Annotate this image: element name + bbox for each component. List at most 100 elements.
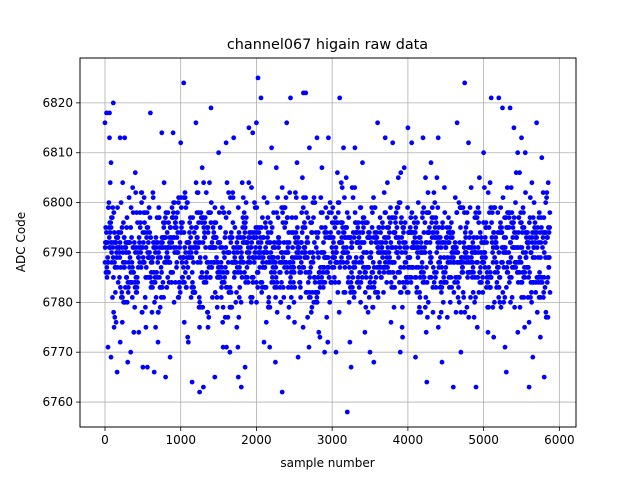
data-point: [330, 235, 336, 240]
data-point-outlier: [255, 75, 261, 81]
data-point: [303, 250, 308, 255]
data-point: [413, 225, 419, 230]
data-point-outlier: [413, 354, 418, 360]
data-point: [419, 260, 425, 265]
data-point: [266, 299, 271, 305]
data-point: [339, 240, 345, 245]
data-point: [228, 230, 234, 235]
data-point: [161, 180, 167, 186]
data-point: [202, 235, 208, 240]
data-point: [319, 275, 325, 280]
data-point: [196, 295, 202, 300]
data-point: [514, 235, 519, 240]
data-point: [359, 260, 365, 265]
data-point: [191, 285, 197, 290]
data-point: [260, 260, 265, 265]
data-point: [245, 240, 251, 245]
data-point-outlier: [503, 369, 509, 375]
data-point: [474, 235, 480, 240]
data-point: [455, 280, 460, 285]
data-point: [256, 230, 262, 235]
data-point: [127, 255, 133, 260]
data-point: [228, 290, 234, 295]
data-point: [529, 299, 534, 305]
data-point: [159, 270, 165, 275]
data-point: [330, 205, 336, 211]
data-point: [534, 309, 540, 315]
data-point: [155, 260, 161, 265]
data-point: [239, 255, 245, 260]
data-point: [417, 290, 422, 295]
data-point: [434, 175, 440, 181]
data-point: [110, 205, 116, 211]
data-point-outlier: [205, 324, 211, 330]
data-point: [310, 255, 316, 260]
data-point: [165, 255, 171, 260]
data-point: [371, 195, 376, 201]
data-point: [296, 250, 301, 255]
data-point: [122, 260, 128, 265]
data-point: [109, 250, 114, 255]
data-point: [211, 230, 217, 235]
data-point: [230, 220, 236, 226]
data-point: [436, 225, 442, 230]
data-point: [524, 235, 529, 240]
data-point: [485, 329, 491, 335]
data-point: [213, 220, 219, 226]
data-point: [184, 285, 189, 290]
data-point: [464, 304, 470, 310]
data-point-outlier: [307, 145, 312, 151]
data-point: [185, 200, 190, 206]
data-point: [248, 299, 254, 305]
x-tick-label: 1000: [165, 433, 196, 447]
data-point: [444, 314, 450, 320]
data-point: [227, 285, 233, 290]
data-point-outlier: [231, 135, 237, 141]
data-point: [191, 260, 196, 265]
data-point: [490, 250, 495, 255]
data-point: [513, 200, 518, 206]
data-point: [192, 290, 198, 295]
data-point: [455, 250, 461, 255]
data-point: [332, 225, 338, 230]
data-point: [428, 160, 434, 166]
data-point: [353, 260, 359, 265]
data-point: [399, 235, 405, 240]
data-point: [198, 260, 203, 265]
data-point: [427, 250, 433, 255]
data-point: [175, 250, 181, 255]
data-point: [269, 225, 275, 230]
data-point: [442, 210, 448, 216]
data-point: [285, 215, 290, 221]
scatter-points: [102, 75, 553, 415]
data-point: [319, 225, 324, 230]
data-point: [398, 290, 404, 295]
data-point: [390, 270, 396, 275]
x-tick-label: 4000: [393, 433, 424, 447]
data-point: [213, 245, 218, 250]
data-point-outlier: [110, 100, 116, 106]
data-point: [475, 205, 481, 211]
data-point: [284, 270, 290, 275]
data-point: [527, 220, 532, 226]
data-point: [297, 255, 303, 260]
data-point: [309, 230, 315, 235]
data-point: [517, 170, 522, 176]
data-point: [145, 225, 151, 230]
data-point: [421, 275, 427, 280]
data-point: [497, 299, 503, 305]
data-point: [141, 260, 147, 265]
data-point: [397, 270, 402, 275]
data-point: [174, 260, 180, 265]
data-point: [347, 255, 353, 260]
data-point: [160, 280, 166, 285]
data-point: [307, 270, 313, 275]
data-point: [401, 230, 406, 235]
data-point: [266, 295, 272, 300]
data-point: [168, 225, 174, 230]
data-point: [343, 175, 349, 181]
data-point: [229, 235, 235, 240]
data-point: [173, 215, 179, 221]
data-point: [415, 255, 421, 260]
data-point: [358, 205, 364, 211]
